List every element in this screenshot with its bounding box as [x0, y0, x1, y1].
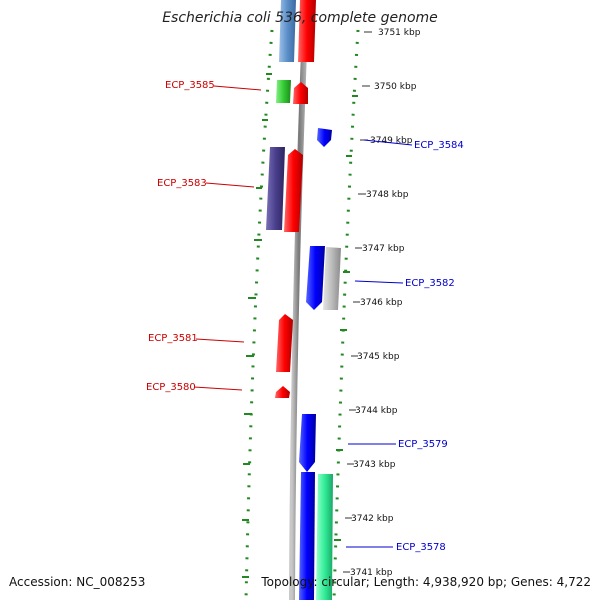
cds-feature[interactable]: [275, 386, 290, 398]
label-leaders-forward: [346, 139, 413, 548]
map-title: Escherichia coli 536, complete genome: [162, 10, 438, 26]
ruler-ticks: [343, 31, 372, 573]
cds-feature[interactable]: [299, 472, 315, 600]
ruler-label: 3744 kbp: [355, 406, 398, 416]
gene-label[interactable]: ECP_3581: [148, 333, 198, 344]
ruler-label: 3745 kbp: [357, 352, 400, 362]
gene-label[interactable]: ECP_3582: [405, 278, 455, 289]
cds-feature[interactable]: [298, 0, 316, 62]
gene-labels-reverse: ECP_3585 ECP_3583 ECP_3581 ECP_3580: [146, 80, 215, 393]
gene-label[interactable]: ECP_3580: [146, 382, 196, 393]
gene-labels-forward: ECP_3584 ECP_3582 ECP_3579 ECP_3578: [396, 140, 464, 553]
gene-label[interactable]: ECP_3585: [165, 80, 215, 91]
cds-feature[interactable]: [279, 0, 296, 62]
gc-skew-bars: [242, 73, 358, 578]
cds-feature[interactable]: [276, 80, 291, 103]
features: [266, 0, 341, 600]
accession-text: Accession: NC_008253: [9, 575, 145, 589]
cds-feature[interactable]: [276, 314, 293, 372]
ruler-labels: 3751 kbp 3750 kbp 3749 kbp 3748 kbp 3747…: [350, 28, 421, 578]
ruler-label: 3751 kbp: [378, 28, 421, 38]
cds-feature[interactable]: [323, 247, 341, 310]
cds-feature[interactable]: [317, 128, 332, 147]
ruler-label: 3747 kbp: [362, 244, 405, 254]
ruler-label: 3750 kbp: [374, 82, 417, 92]
gene-label[interactable]: ECP_3584: [414, 140, 464, 151]
ruler-label: 3741 kbp: [350, 568, 393, 578]
cds-feature[interactable]: [293, 82, 308, 104]
label-leaders-reverse: [193, 85, 262, 391]
ruler-label: 3743 kbp: [353, 460, 396, 470]
ruler-label: 3742 kbp: [351, 514, 394, 524]
ruler-label: 3746 kbp: [360, 298, 403, 308]
cds-feature[interactable]: [316, 474, 333, 600]
ruler-label: 3748 kbp: [366, 190, 409, 200]
gene-label[interactable]: ECP_3583: [157, 178, 207, 189]
cds-feature[interactable]: [266, 147, 285, 230]
gene-label[interactable]: ECP_3579: [398, 439, 448, 450]
topology-text: Topology: circular; Length: 4,938,920 bp…: [260, 575, 591, 589]
cds-feature[interactable]: [306, 246, 325, 310]
cds-feature[interactable]: [284, 149, 303, 232]
gene-label[interactable]: ECP_3578: [396, 542, 446, 553]
genome-backbone: [289, 0, 309, 600]
ruler-label: 3749 kbp: [370, 136, 413, 146]
cds-feature[interactable]: [299, 414, 316, 472]
